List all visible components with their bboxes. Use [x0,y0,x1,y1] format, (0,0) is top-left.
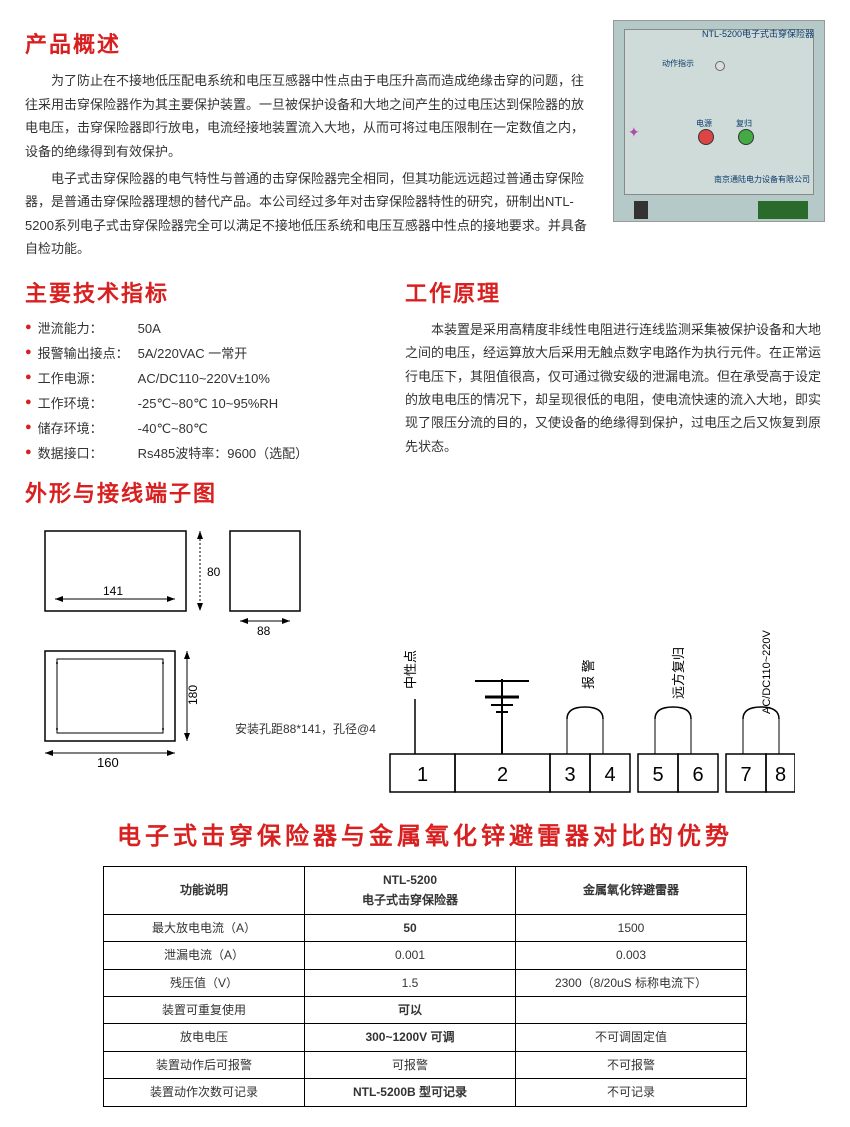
specs-list: 泄流能力：50A 报警输出接点：5A/220VAC 一常开工作电源：AC/DC11… [25,318,375,466]
svg-text:AC/DC110~220V: AC/DC110~220V [761,630,773,715]
svg-text:7: 7 [740,764,751,786]
spec-item: 报警输出接点：5A/220VAC 一常开 [25,343,375,365]
table-cell: 不可记录 [516,1079,747,1106]
spec-item: 工作电源：AC/DC110~220V±10% [25,368,375,390]
table-cell: 2300（8/20uS 标称电流下） [516,969,747,996]
terminal-diagram: 中性点 报 警 远方复归 AC/DC110~220V [375,609,825,799]
svg-text:报 警: 报 警 [581,660,596,690]
table-cell: 1.5 [305,969,516,996]
svg-text:6: 6 [692,764,703,786]
table-cell: NTL-5200B 型可记录 [305,1079,516,1106]
device-title: NTL-5200电子式击穿保险器 [702,27,814,42]
dim-80: 80 [207,565,221,579]
device-company: 南京通陆电力设备有限公司 [714,173,810,187]
table-cell: 装置可重复使用 [104,997,305,1024]
compare-table: 功能说明NTL-5200电子式击穿保险器金属氧化锌避雷器 最大放电电流（A）50… [103,866,747,1107]
table-cell: 残压值（V） [104,969,305,996]
device-action-label: 动作指示 [662,57,694,71]
table-header: 金属氧化锌避雷器 [516,867,747,915]
svg-text:4: 4 [604,764,615,786]
svg-text:3: 3 [564,764,575,786]
table-header: 功能说明 [104,867,305,915]
table-cell: 可报警 [305,1051,516,1078]
svg-text:1: 1 [417,764,428,786]
device-power-label: 电源 [696,117,712,131]
svg-text:5: 5 [652,764,663,786]
overview-p2: 电子式击穿保险器的电气特性与普通的击穿保险器完全相同，但其功能远远超过普通击穿保… [25,167,595,261]
table-cell: 装置动作次数可记录 [104,1079,305,1106]
dim-141: 141 [103,584,123,598]
overview-heading: 产品概述 [25,26,595,63]
principle-text: 本装置是采用高精度非线性电阻进行连线监测采集被保护设备和大地之间的电压，经运算放… [405,318,825,458]
table-row: 装置动作次数可记录NTL-5200B 型可记录不可记录 [104,1079,747,1106]
svg-text:中性点: 中性点 [403,650,418,689]
table-cell: 不可报警 [516,1051,747,1078]
table-cell [516,997,747,1024]
mount-note: 安装孔距88*141，孔径@4 [235,719,395,739]
table-cell: 放电电压 [104,1024,305,1051]
specs-heading: 主要技术指标 [25,275,375,312]
device-logo-icon: ✦ [628,121,640,145]
device-photo: NTL-5200电子式击穿保险器 动作指示 电源 复归 ✦ 南京通陆电力设备有限… [613,20,825,222]
dim-160: 160 [97,755,119,770]
dim-180: 180 [186,685,200,705]
table-cell: 300~1200V 可调 [305,1024,516,1051]
table-cell: 0.001 [305,942,516,969]
table-row: 泄漏电流（A）0.0010.003 [104,942,747,969]
device-reset-label: 复归 [736,117,752,131]
table-row: 放电电压300~1200V 可调不可调固定值 [104,1024,747,1051]
table-cell: 1500 [516,914,747,941]
principle-heading: 工作原理 [405,275,825,312]
table-cell: 不可调固定值 [516,1024,747,1051]
table-row: 装置可重复使用可以 [104,997,747,1024]
table-cell: 可以 [305,997,516,1024]
spec-item: 数据接口：Rs485波特率：9600（选配） [25,443,375,465]
table-cell: 装置动作后可报警 [104,1051,305,1078]
spec-item: 储存环境：-40℃~80℃ [25,418,375,440]
table-row: 最大放电电流（A）501500 [104,914,747,941]
spec-item: 泄流能力：50A [25,318,375,340]
table-cell: 50 [305,914,516,941]
spec-item: 工作环境：-25℃~80℃ 10~95%RH [25,393,375,415]
svg-text:远方复归: 远方复归 [671,647,686,699]
svg-text:8: 8 [775,764,786,786]
table-row: 残压值（V）1.52300（8/20uS 标称电流下） [104,969,747,996]
overview-p1: 为了防止在不接地低压配电系统和电压互感器中性点由于电压升高而造成绝缘击穿的问题，… [25,69,595,163]
table-cell: 0.003 [516,942,747,969]
table-header: NTL-5200电子式击穿保险器 [305,867,516,915]
outline-diagram: 80 141 88 180 160 [25,521,355,799]
table-cell: 泄漏电流（A） [104,942,305,969]
dim-88: 88 [257,624,271,638]
table-cell: 最大放电电流（A） [104,914,305,941]
compare-heading: 电子式击穿保险器与金属氧化锌避雷器对比的优势 [25,817,825,858]
table-row: 装置动作后可报警可报警不可报警 [104,1051,747,1078]
diagram-heading: 外形与接线端子图 [25,475,825,512]
svg-text:2: 2 [497,764,508,786]
